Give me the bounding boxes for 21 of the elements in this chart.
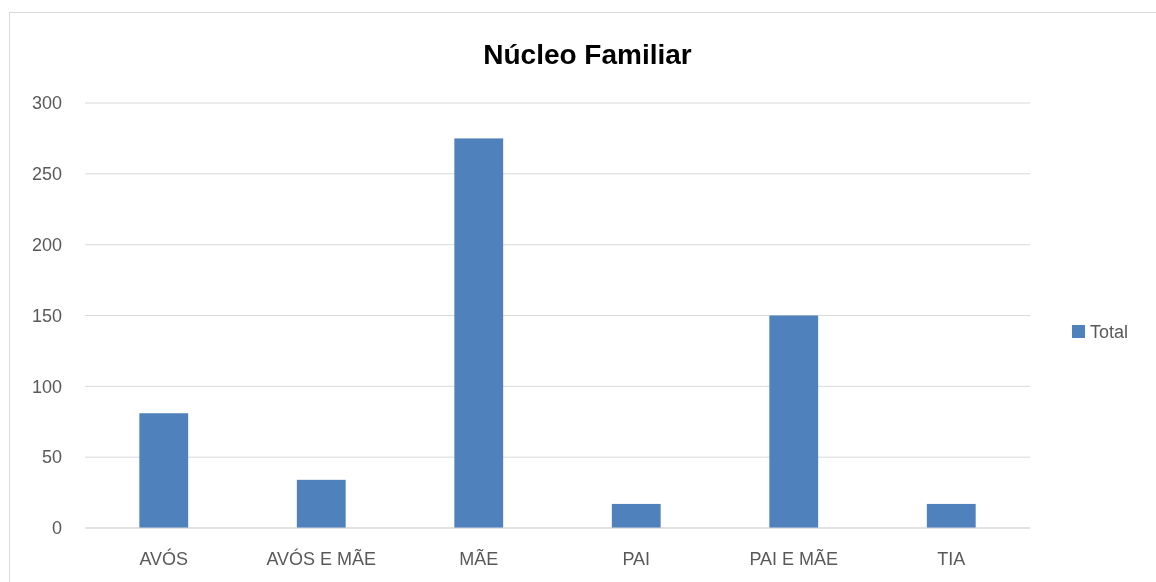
- bar: [926, 503, 976, 528]
- y-tick-label: 50: [41, 447, 62, 468]
- y-tick-label: 250: [31, 164, 62, 185]
- y-tick-label: 300: [31, 93, 62, 114]
- x-tick-label: TIA: [937, 549, 966, 569]
- x-tick-label: MÃE: [459, 548, 499, 569]
- bar: [139, 413, 189, 528]
- bar: [454, 138, 504, 528]
- chart-title: Núcleo Familiar: [483, 39, 692, 70]
- y-tick-label: 200: [31, 234, 62, 255]
- bar: [296, 479, 346, 528]
- x-tick-label: AVÓS E MÃE: [266, 548, 377, 569]
- y-tick-label: 150: [31, 305, 62, 326]
- y-tick-label: 0: [51, 518, 62, 539]
- x-tick-label: AVÓS: [139, 548, 189, 569]
- bar: [769, 315, 819, 528]
- x-tick-label: PAI E MÃE: [749, 548, 839, 569]
- legend-label: Total: [1090, 322, 1129, 343]
- x-tick-label: PAI: [622, 549, 651, 569]
- y-tick-label: 100: [31, 376, 62, 397]
- bar: [611, 503, 661, 528]
